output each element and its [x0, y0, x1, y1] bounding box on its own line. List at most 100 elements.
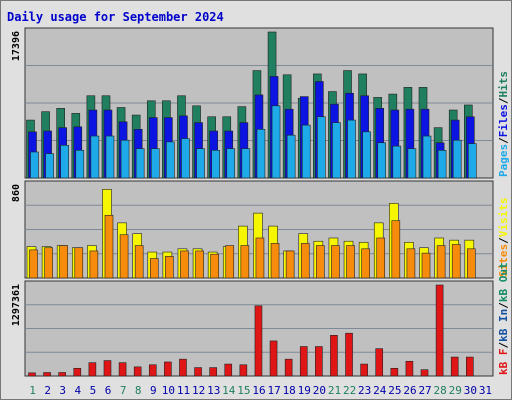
pages-bar — [60, 144, 69, 179]
panel-1-ymax-label: 17396 — [11, 31, 22, 61]
day-tick-label: 8 — [135, 384, 142, 397]
day-tick-label: 17 — [267, 384, 280, 397]
legend-label: / — [497, 137, 510, 144]
legend-label: Files — [497, 104, 510, 137]
sites-bar — [467, 248, 476, 279]
pages-bar — [30, 151, 39, 179]
pages-bar — [196, 148, 205, 179]
pages-bar — [211, 150, 220, 179]
day-tick-label: 23 — [358, 384, 371, 397]
sites-bar — [74, 247, 84, 279]
sites-bar — [225, 245, 235, 279]
kbf-bar — [43, 372, 51, 377]
legend-label: Sites — [497, 244, 510, 277]
kbf-bar — [390, 367, 399, 377]
day-tick-label: 2 — [44, 384, 51, 397]
sites-bar — [119, 234, 129, 279]
kbf-bar — [405, 360, 414, 377]
pages-bar — [317, 116, 326, 179]
kbf-bar — [420, 369, 429, 377]
kbf-bar — [58, 372, 66, 377]
kbf-bar — [133, 366, 142, 377]
sites-bar — [240, 245, 250, 279]
day-tick-label: 29 — [449, 384, 462, 397]
day-tick-label: 18 — [283, 384, 296, 397]
kbf-bar — [103, 360, 112, 377]
kbf-bar — [466, 356, 474, 377]
sites-bar — [89, 250, 99, 279]
sites-bar — [451, 244, 461, 279]
sites-bar — [165, 256, 174, 279]
pages-bar — [90, 135, 100, 179]
sites-bar — [406, 248, 416, 279]
pages-bar — [120, 139, 130, 179]
sites-bar — [316, 245, 325, 279]
pages-bar — [286, 134, 296, 179]
sites-bar — [149, 258, 159, 279]
kbf-bar — [315, 346, 323, 377]
legend-kb-traffic: kB F/kB In/kB Out — [497, 262, 510, 375]
legend-pages-files-hits: Pages/Files/Hits — [497, 71, 510, 177]
sites-bar — [44, 247, 53, 279]
sites-bar — [421, 252, 431, 279]
kbf-bar — [435, 284, 444, 377]
sites-bar — [255, 237, 265, 279]
pages-bar — [422, 135, 432, 179]
kbf-bar — [299, 346, 308, 377]
pages-bar — [105, 135, 115, 179]
sites-bar — [104, 214, 114, 279]
sites-bar — [59, 245, 68, 279]
kbf-bar — [148, 364, 157, 377]
sites-bar — [195, 250, 204, 279]
kbf-bar — [209, 367, 217, 377]
sites-bar — [285, 250, 295, 279]
day-tick-label: 25 — [388, 384, 401, 397]
sites-bar — [346, 245, 355, 279]
pages-bar — [468, 143, 477, 179]
sites-bar — [391, 220, 401, 279]
legend-label: / — [497, 302, 510, 309]
pages-bar — [150, 148, 160, 179]
kbf-bar — [28, 372, 36, 377]
day-tick-label: 15 — [237, 384, 250, 397]
day-tick-label: 16 — [252, 384, 265, 397]
kbf-bar — [118, 362, 127, 377]
kbf-bar — [330, 335, 338, 377]
day-tick-label: 27 — [418, 384, 431, 397]
day-tick-label: 26 — [403, 384, 416, 397]
pages-bar — [332, 122, 341, 179]
pages-bar — [362, 131, 371, 179]
pages-bar — [271, 105, 281, 179]
pages-bar — [301, 124, 311, 179]
kbf-bar — [345, 332, 353, 377]
kbf-bar — [360, 363, 368, 377]
sites-bar — [376, 237, 386, 279]
kbf-bar — [254, 305, 263, 377]
legend-label: kB F — [497, 349, 510, 376]
pages-bar — [452, 139, 462, 179]
kbf-bar — [239, 364, 248, 377]
kbf-bar — [164, 361, 172, 377]
day-tick-label: 13 — [207, 384, 220, 397]
legend-label: / — [497, 342, 510, 349]
pages-bar — [181, 138, 190, 179]
legend-label: Pages — [497, 144, 510, 177]
panel-3-ymax-label: 1297361 — [11, 284, 22, 326]
legend-label: / — [497, 237, 510, 244]
sites-bar — [180, 250, 189, 279]
pages-bar — [347, 119, 356, 179]
pages-bar — [166, 141, 175, 179]
sites-bar — [210, 253, 219, 279]
pages-bar — [377, 142, 387, 179]
kbf-bar — [73, 367, 82, 377]
day-tick-label: 22 — [343, 384, 356, 397]
sites-bar — [29, 249, 38, 279]
pages-bar — [407, 148, 417, 179]
day-tick-label: 28 — [434, 384, 447, 397]
kbf-bar — [269, 340, 278, 377]
legend-label: / — [497, 97, 510, 104]
day-tick-label: 19 — [298, 384, 311, 397]
pages-bar — [45, 153, 54, 179]
